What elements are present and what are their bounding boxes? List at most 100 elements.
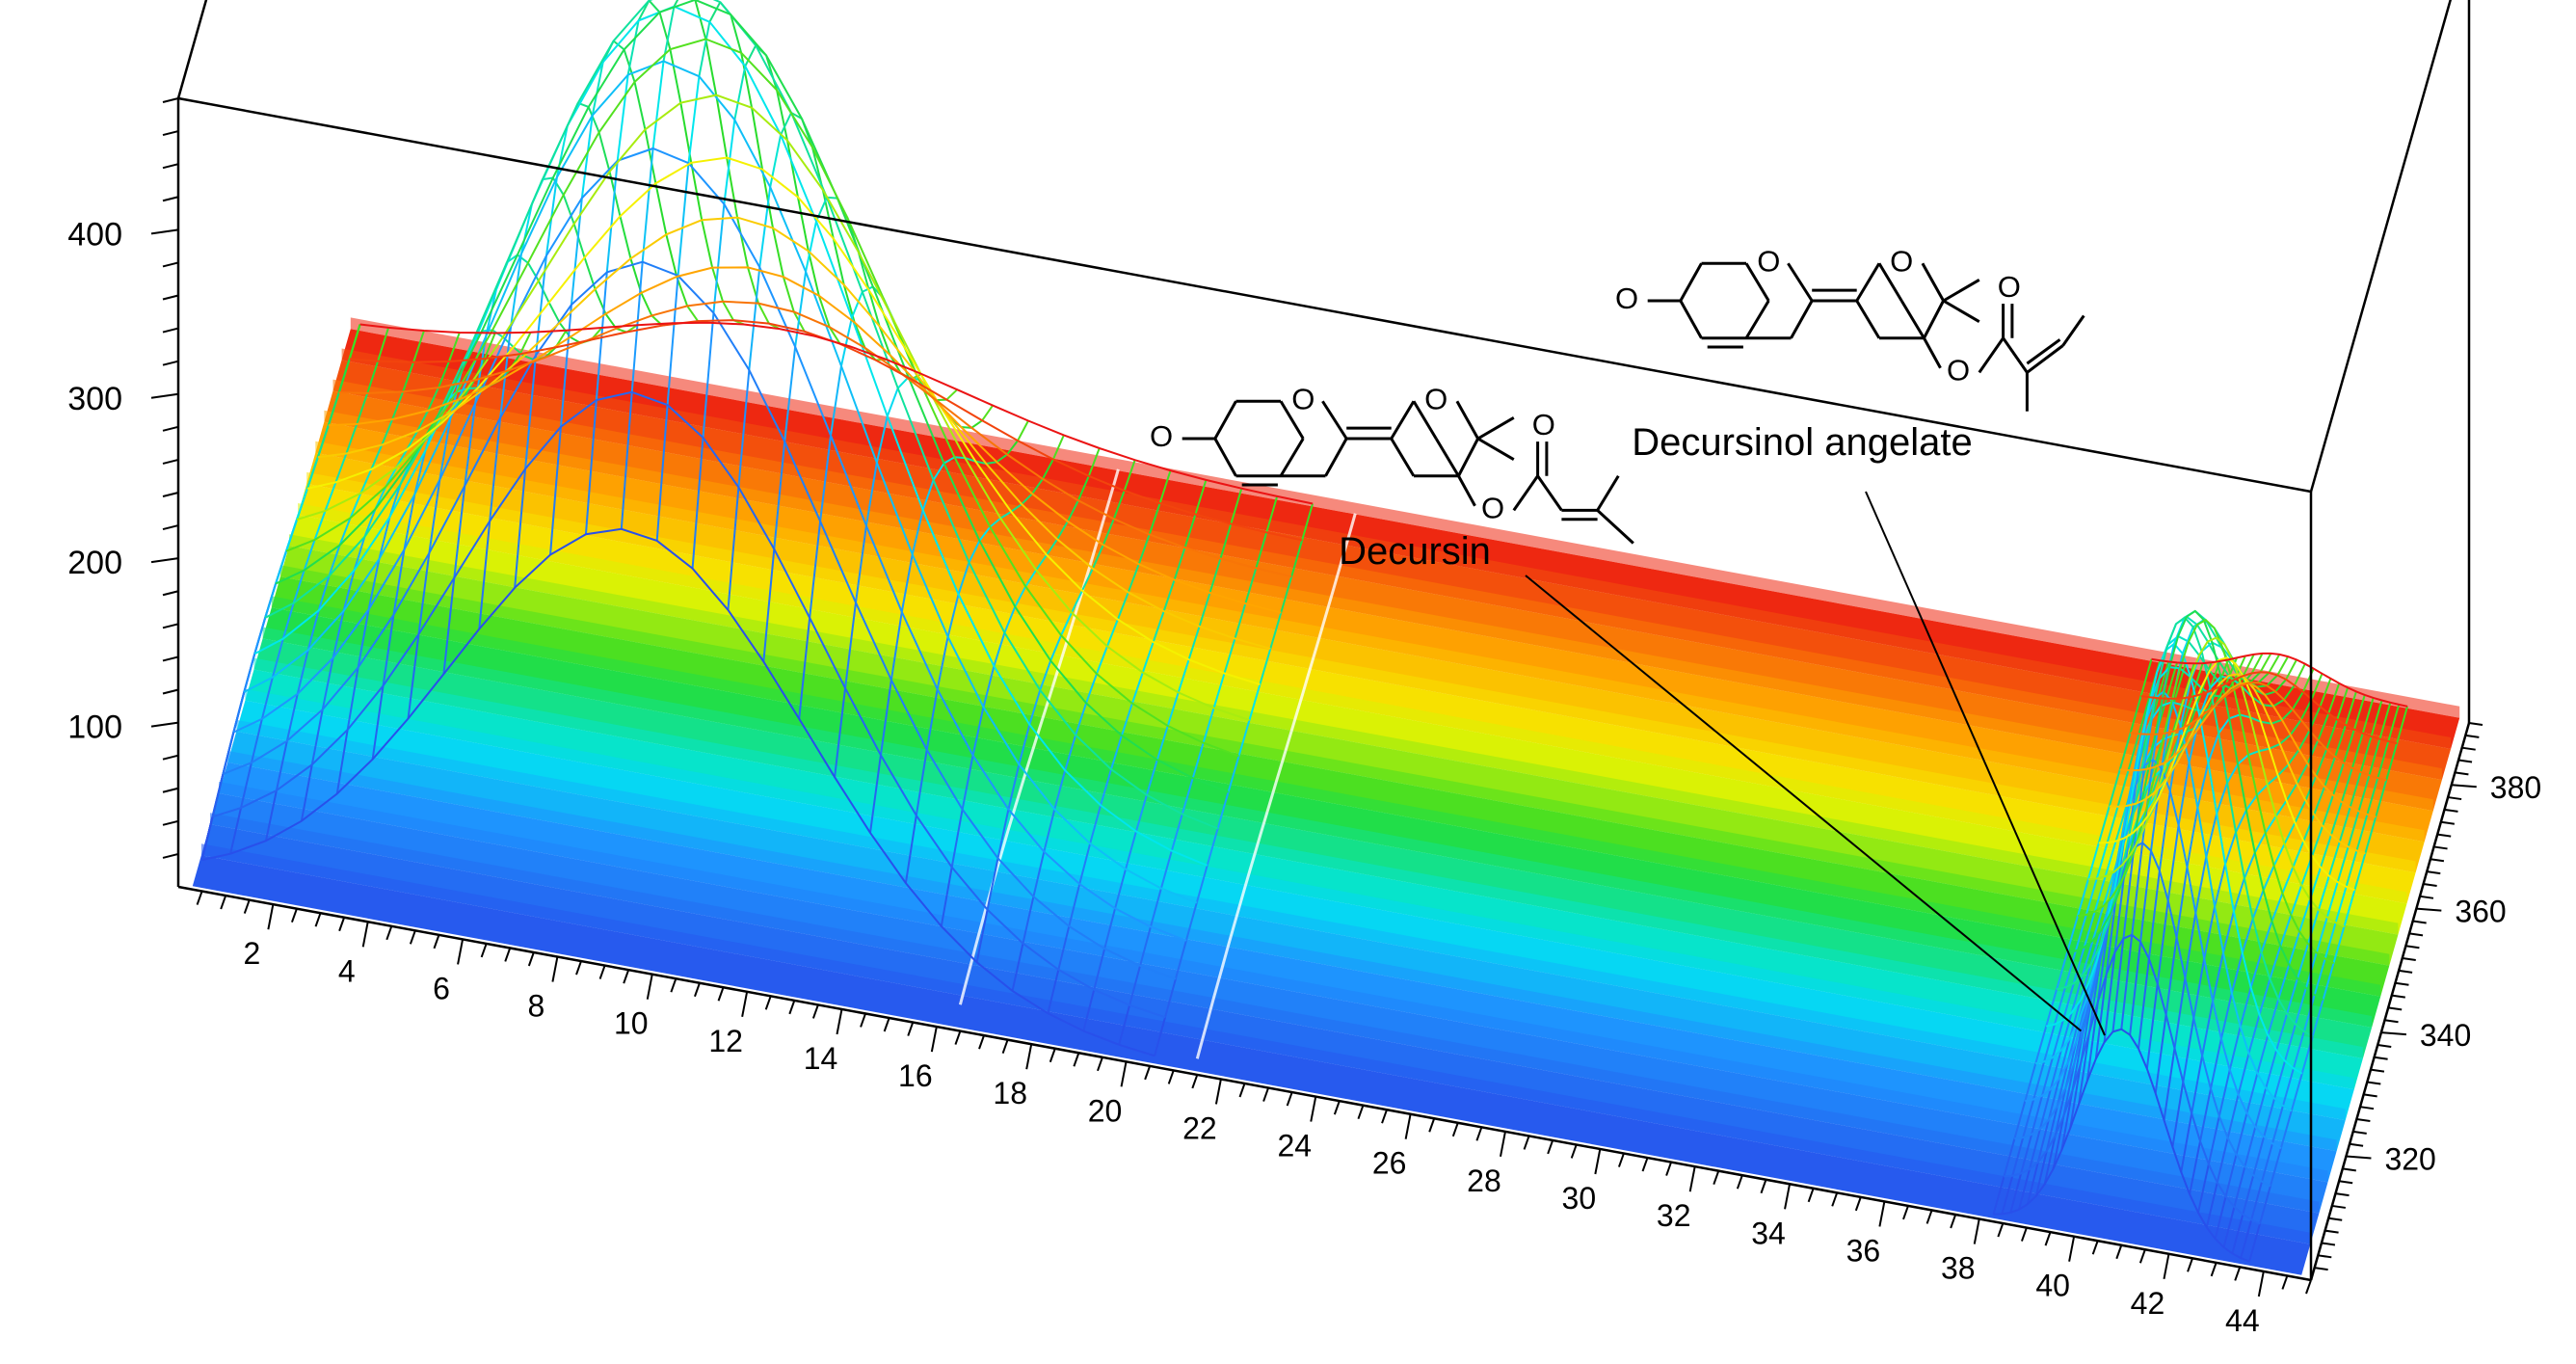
atom-label: O bbox=[1424, 382, 1447, 415]
decursinol-angelate-peak-mesh-line bbox=[2378, 702, 2392, 739]
decursin-peak-mesh-line bbox=[1043, 809, 1056, 852]
atom-label: O bbox=[1757, 244, 1780, 278]
bond bbox=[1942, 279, 1980, 303]
x-tick bbox=[457, 939, 465, 965]
z-tick-label: 400 bbox=[67, 216, 122, 253]
baseline-ridge bbox=[958, 468, 1120, 1005]
decursin-peak-mesh-line bbox=[334, 453, 348, 483]
z-tick bbox=[150, 392, 179, 399]
decursinol-angelate-peak-mesh-line bbox=[2261, 1143, 2273, 1183]
decursin-peak-mesh-line bbox=[807, 251, 820, 296]
decursin-peak-mesh-line bbox=[524, 355, 538, 469]
decursin-peak-mesh-line bbox=[1248, 683, 1261, 721]
decursinol-angelate-peak-mesh-line bbox=[2056, 616, 2314, 1038]
decursin-peak-mesh-line bbox=[305, 457, 319, 490]
decursinol-angelate-peak-mesh-line bbox=[2209, 670, 2221, 684]
y-tick bbox=[2339, 1180, 2353, 1185]
decursinol-angelate-peak-mesh-line bbox=[2277, 763, 2290, 777]
decursinol-angelate-peak-mesh-line bbox=[2034, 1150, 2048, 1196]
atom-label: O bbox=[1150, 419, 1173, 453]
decursinol-angelate-peak-mesh-line bbox=[2240, 1219, 2253, 1259]
decursin-peak-mesh-line bbox=[1081, 568, 1094, 592]
decursinol-angelate-peak-mesh-line bbox=[2104, 841, 2117, 877]
x-tick bbox=[409, 929, 416, 945]
decursin-peak-mesh-line bbox=[598, 132, 611, 173]
decursinol-angelate-peak-mesh-line bbox=[2252, 1136, 2266, 1176]
bond bbox=[1855, 262, 1881, 302]
decursin-peak-mesh-line bbox=[970, 419, 983, 429]
floor-band-edge bbox=[271, 596, 2381, 997]
decursin-peak-mesh-line bbox=[483, 333, 496, 360]
decursinol-angelate-peak-mesh-line bbox=[2315, 917, 2328, 953]
decursin-peak-mesh-line bbox=[587, 106, 600, 133]
decursinol-angelate-peak-mesh-line bbox=[2368, 738, 2381, 776]
decursin-peak-mesh-line bbox=[1269, 612, 1283, 650]
decursin-peak-mesh-line bbox=[1145, 759, 1158, 795]
decursin-peak-mesh-line bbox=[316, 424, 330, 458]
decursin-peak-mesh-line bbox=[416, 410, 429, 432]
decursin-peak-mesh-line bbox=[580, 115, 594, 199]
decursin-peak-mesh-line bbox=[1181, 777, 1194, 815]
bond bbox=[1213, 438, 1237, 477]
x-tick bbox=[2115, 1244, 2123, 1260]
decursinol-angelate-peak-mesh-line bbox=[2239, 713, 2251, 719]
x-tick bbox=[1475, 1126, 1483, 1141]
decursinol-angelate-peak-mesh-line bbox=[2324, 922, 2337, 959]
decursin-peak-mesh-line bbox=[771, 227, 784, 278]
decursin-peak-mesh-line bbox=[321, 657, 334, 710]
decursin-peak-mesh-line bbox=[518, 332, 532, 355]
decursin-peak-mesh-line bbox=[1035, 554, 1048, 571]
decursin-peak-mesh-line bbox=[1006, 440, 1019, 456]
decursin-peak-mesh-line bbox=[357, 609, 370, 668]
decursinol-angelate-peak-mesh-line bbox=[2284, 1024, 2297, 1061]
y-tick bbox=[2335, 1192, 2350, 1197]
decursinol-angelate-peak-mesh-line bbox=[2226, 1094, 2240, 1138]
x-tick bbox=[385, 925, 393, 941]
decursinol-angelate-peak-mesh-line bbox=[2157, 661, 2170, 699]
z-tick bbox=[150, 557, 179, 564]
y-tick bbox=[2380, 1031, 2406, 1036]
decursinol-angelate-peak-mesh-line bbox=[2224, 1154, 2238, 1197]
x-tick bbox=[1191, 1074, 1199, 1089]
decursinol-angelate-peak-mesh-line bbox=[2272, 698, 2285, 708]
decursinol-angelate-peak-mesh-line bbox=[2078, 1032, 2090, 1105]
decursinol-angelate-peak-mesh-line bbox=[2190, 676, 2202, 689]
x-tick bbox=[1688, 1165, 1696, 1192]
decursinol-angelate-peak-mesh-line bbox=[2194, 856, 2208, 914]
decursin-peak-mesh-line bbox=[869, 755, 882, 834]
decursinol-angelate-peak-mesh-line bbox=[2177, 762, 2191, 826]
decursin-peak-mesh-line bbox=[1010, 503, 1022, 513]
decursinol-angelate-peak-mesh-line bbox=[2072, 947, 2085, 984]
x-tick-label: 22 bbox=[1182, 1110, 1217, 1145]
x-tick bbox=[670, 977, 677, 993]
decursin-peak-mesh-line bbox=[616, 74, 629, 161]
decursin-peak-mesh-line bbox=[1280, 575, 1293, 613]
x-tick bbox=[1547, 1139, 1554, 1155]
decursin-peak-mesh-line bbox=[690, 162, 704, 221]
decursinol-angelate-peak-mesh-line bbox=[2334, 886, 2348, 923]
atom-label: O bbox=[1890, 244, 1913, 278]
decursin-peak-mesh-line bbox=[275, 0, 1229, 793]
decursin-peak-mesh-line bbox=[348, 324, 361, 360]
decursin-peak-mesh-line bbox=[965, 457, 976, 463]
decursin-peak-mesh-line bbox=[946, 594, 960, 637]
decursinol-angelate-peak-mesh-line bbox=[2245, 794, 2258, 811]
decursinol-angelate-peak-mesh-line bbox=[2336, 687, 2350, 720]
decursin-peak-mesh-line bbox=[687, 76, 701, 164]
y-tick bbox=[2433, 845, 2448, 850]
decursinol-angelate-peak-mesh-line bbox=[2094, 974, 2108, 1059]
decursin-peak-mesh-line bbox=[537, 280, 550, 304]
x-tick bbox=[1878, 1201, 1886, 1227]
x-tick bbox=[930, 1026, 938, 1053]
decursin-peak-mesh-line bbox=[337, 359, 351, 393]
decursin-peak-mesh-line bbox=[655, 405, 669, 541]
decursinol-angelate-peak-mesh-line bbox=[2153, 764, 2166, 778]
decursinol-angelate-peak-mesh-line bbox=[2102, 871, 2115, 907]
decursin-peak-mesh-line bbox=[989, 517, 1001, 528]
decursin-peak-mesh-line bbox=[223, 260, 1177, 980]
decursin-peak-mesh-line bbox=[704, 39, 718, 95]
y-tick bbox=[2314, 1267, 2328, 1271]
decursinol-angelate-peak-mesh-line bbox=[2279, 1110, 2293, 1149]
decursinol-angelate-peak-mesh-line bbox=[2267, 999, 2280, 1036]
decursin-peak-mesh-line bbox=[915, 749, 928, 816]
